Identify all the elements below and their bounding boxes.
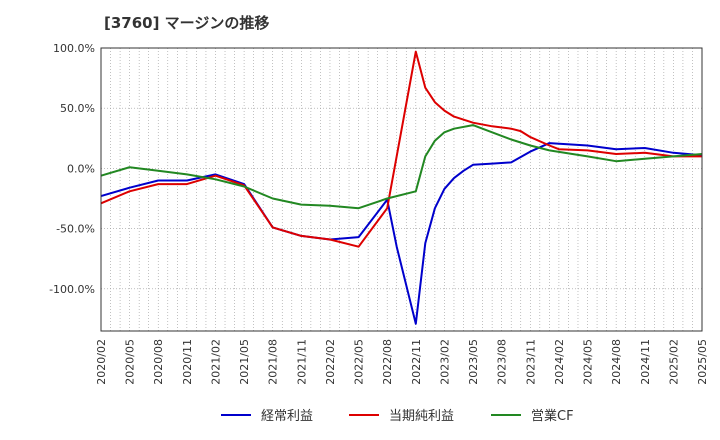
legend-label: 当期純利益 xyxy=(389,409,454,424)
y-axis: 100.0% 50.0% 0.0% -50.0% -100.0% xyxy=(49,42,95,296)
x-axis: 2020/02 2020/05 2020/08 2020/11 2021/02 2021/… xyxy=(95,339,709,385)
x-tick-label: 2022/08 xyxy=(381,339,394,385)
x-tick-label: 2023/08 xyxy=(496,339,509,385)
series-line xyxy=(100,142,703,325)
grid xyxy=(100,47,703,331)
legend: 経常利益 当期純利益 営業CF xyxy=(221,408,574,424)
x-tick-label: 2020/05 xyxy=(124,339,137,385)
legend-item: 当期純利益 xyxy=(349,409,454,424)
legend-item: 営業CF xyxy=(491,408,574,424)
x-tick-label: 2021/11 xyxy=(295,339,308,385)
x-tick-label: 2024/02 xyxy=(553,339,566,385)
y-tick-label: 100.0% xyxy=(53,42,95,55)
x-tick-label: 2025/02 xyxy=(667,339,680,385)
y-tick-label: -100.0% xyxy=(49,283,95,296)
x-tick-label: 2020/02 xyxy=(95,339,108,385)
y-tick-label: -50.0% xyxy=(56,223,95,236)
x-tick-label: 2025/05 xyxy=(696,339,709,385)
y-tick-label: 0.0% xyxy=(67,162,95,175)
x-tick-label: 2021/08 xyxy=(267,339,280,385)
x-tick-label: 2024/08 xyxy=(610,339,623,385)
legend-label: 経常利益 xyxy=(261,409,313,424)
x-tick-label: 2023/05 xyxy=(467,339,480,385)
x-tick-label: 2024/11 xyxy=(639,339,652,385)
legend-item: 経常利益 xyxy=(221,409,313,424)
series-lines xyxy=(100,50,703,325)
x-tick-label: 2020/11 xyxy=(181,339,194,385)
x-tick-label: 2020/08 xyxy=(152,339,165,385)
x-tick-label: 2021/02 xyxy=(209,339,222,385)
y-tick-label: 50.0% xyxy=(60,102,95,115)
x-tick-label: 2022/05 xyxy=(353,339,366,385)
x-tick-label: 2023/02 xyxy=(438,339,451,385)
x-tick-label: 2024/05 xyxy=(582,339,595,385)
chart-title: [3760] マージンの推移 xyxy=(104,14,269,32)
x-tick-label: 2021/05 xyxy=(238,339,251,385)
x-tick-label: 2022/11 xyxy=(410,339,423,385)
plot-frame xyxy=(100,47,703,332)
legend-label: 営業CF xyxy=(531,408,574,424)
series-line xyxy=(100,50,702,248)
series-line xyxy=(100,124,703,210)
x-tick-label: 2023/11 xyxy=(524,339,537,385)
x-tick-label: 2022/02 xyxy=(324,339,337,385)
